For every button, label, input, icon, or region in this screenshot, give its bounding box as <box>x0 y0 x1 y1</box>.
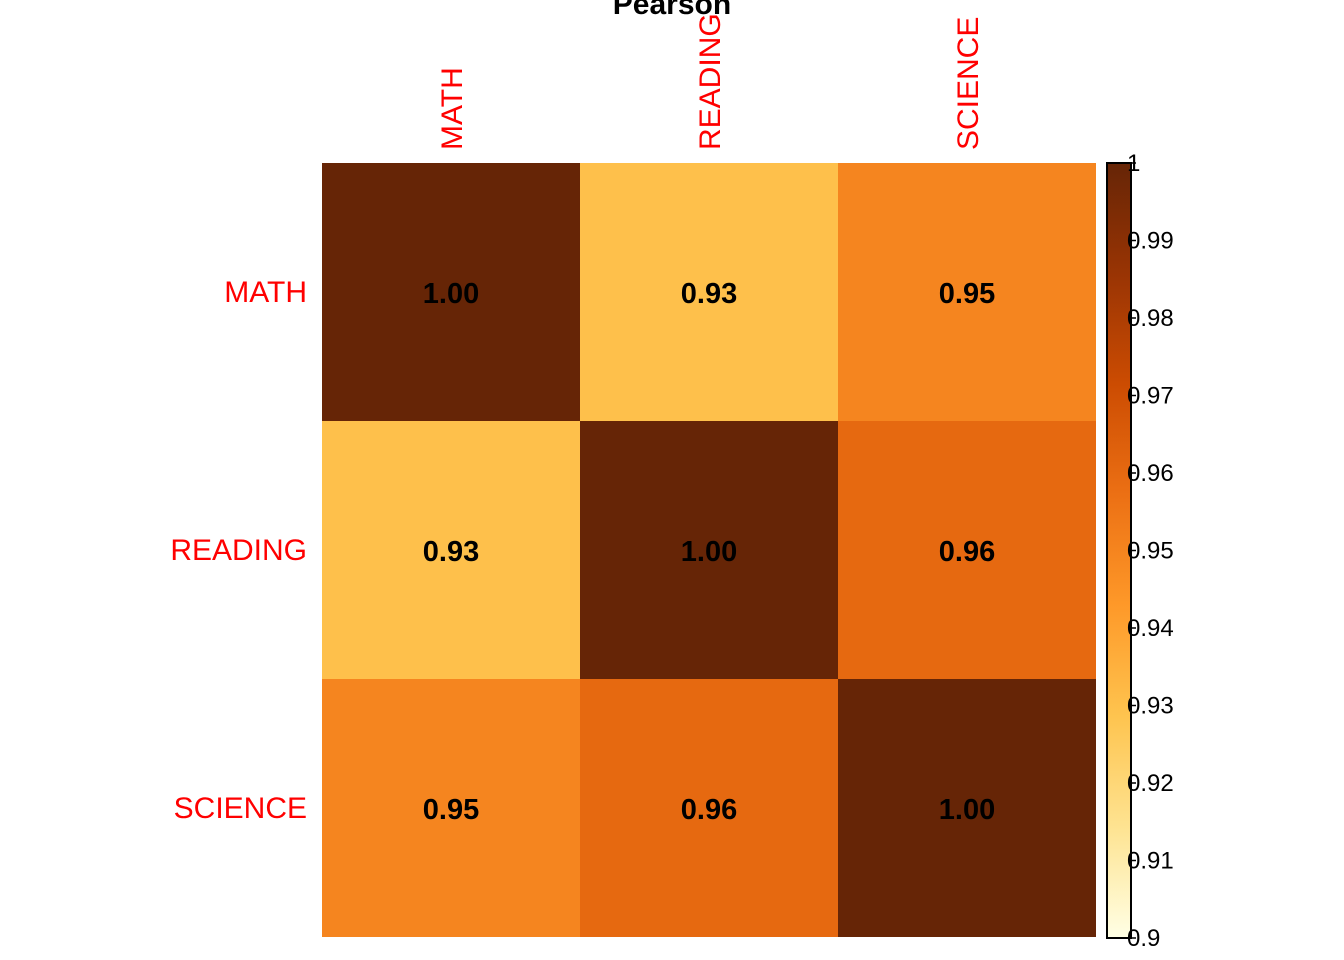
cell-value-label: 1.00 <box>939 794 995 826</box>
legend-tick-label: 1 <box>1127 150 1140 177</box>
column-label-science: SCIENCE <box>952 17 985 150</box>
chart-title: Pearson <box>613 0 731 21</box>
cell-value-label: 0.93 <box>423 536 479 568</box>
row-label-reading: READING <box>170 534 307 567</box>
column-label-reading: READING <box>694 13 727 150</box>
heatmap-cell-science-math <box>322 679 580 937</box>
legend-tick-label: 0.96 <box>1127 460 1174 487</box>
heatmap-cell-reading-reading <box>580 421 838 679</box>
row-label-math: MATH <box>224 276 307 309</box>
heatmap-cell-math-math <box>322 163 580 421</box>
cell-value-label: 0.93 <box>681 278 737 310</box>
cell-value-label: 0.96 <box>939 536 995 568</box>
legend-tick-label: 0.9 <box>1127 925 1160 952</box>
row-label-science: SCIENCE <box>174 792 307 825</box>
legend-ticks: 0.9 0.91 0.92 0.93 0.94 0.95 0.96 0.97 0.98 0.99 1 <box>1127 150 1174 952</box>
cell-value-label: 0.96 <box>681 794 737 826</box>
cell-value-label: 0.95 <box>423 794 479 826</box>
cell-value-label: 1.00 <box>681 536 737 568</box>
legend-tick-label: 0.97 <box>1127 383 1174 410</box>
heatmap-cell-math-science <box>838 163 1096 421</box>
legend-tick-label: 0.99 <box>1127 228 1174 255</box>
legend-tick-label: 0.98 <box>1127 305 1174 332</box>
heatmap-cells: 1.00 0.93 0.95 0.93 1.00 0.96 0.95 0.96 1.00 <box>322 163 1096 937</box>
heatmap-cell-math-reading <box>580 163 838 421</box>
legend-tick-label: 0.93 <box>1127 693 1174 720</box>
color-legend: 0.9 0.91 0.92 0.93 0.94 0.95 0.96 0.97 0.98 0.99 1 <box>1106 150 1174 952</box>
cell-value-label: 0.95 <box>939 278 995 310</box>
legend-tick-label: 0.94 <box>1127 615 1174 642</box>
heatmap-cell-reading-science <box>838 421 1096 679</box>
column-labels: MATH READING SCIENCE <box>436 13 985 150</box>
legend-tick-label: 0.92 <box>1127 770 1174 797</box>
heatmap-cell-reading-math <box>322 421 580 679</box>
row-labels: MATH READING SCIENCE <box>170 276 307 825</box>
legend-tick-label: 0.91 <box>1127 848 1174 875</box>
heatmap-cell-science-science <box>838 679 1096 937</box>
column-label-math: MATH <box>436 67 469 150</box>
cell-value-label: 1.00 <box>423 278 479 310</box>
legend-tick-label: 0.95 <box>1127 538 1174 565</box>
legend-colorbar <box>1106 162 1132 939</box>
heatmap-cell-science-reading <box>580 679 838 937</box>
